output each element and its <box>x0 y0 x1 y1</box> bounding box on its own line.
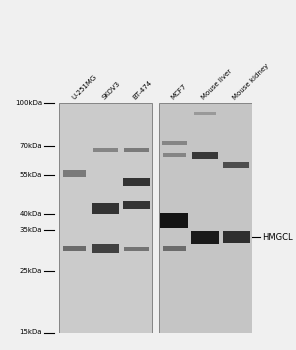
Text: 70kDa: 70kDa <box>20 144 42 149</box>
Bar <box>59 103 152 332</box>
Bar <box>124 247 149 251</box>
Bar <box>162 141 186 145</box>
Bar <box>124 148 149 152</box>
Text: SKOV3: SKOV3 <box>101 81 122 101</box>
Text: 15kDa: 15kDa <box>20 329 42 336</box>
Bar <box>92 203 119 214</box>
Bar <box>223 231 250 243</box>
Bar <box>123 178 150 186</box>
Text: 35kDa: 35kDa <box>20 227 42 233</box>
Bar <box>63 246 86 251</box>
Text: 25kDa: 25kDa <box>20 268 42 274</box>
Text: 40kDa: 40kDa <box>20 211 42 217</box>
Bar <box>92 244 119 253</box>
Bar <box>223 162 249 168</box>
Text: MCF7: MCF7 <box>170 83 188 101</box>
Bar <box>123 201 150 209</box>
Bar <box>160 213 188 228</box>
Bar <box>63 170 86 177</box>
Bar <box>159 103 252 332</box>
Bar <box>194 112 216 115</box>
Bar <box>163 153 186 157</box>
Bar <box>93 148 118 152</box>
Bar <box>192 152 218 159</box>
Text: Mouse kidney: Mouse kidney <box>232 63 270 101</box>
Text: BT-474: BT-474 <box>132 80 154 101</box>
Text: U-251MG: U-251MG <box>70 74 97 101</box>
Text: HMGCL: HMGCL <box>262 233 293 242</box>
Text: 55kDa: 55kDa <box>20 173 42 179</box>
Bar <box>163 246 186 251</box>
Bar <box>191 231 219 244</box>
Text: 100kDa: 100kDa <box>15 100 42 106</box>
Text: Mouse liver: Mouse liver <box>201 69 234 101</box>
